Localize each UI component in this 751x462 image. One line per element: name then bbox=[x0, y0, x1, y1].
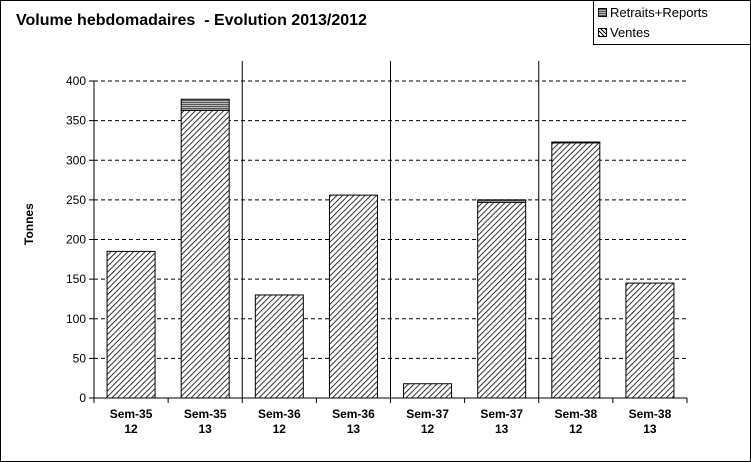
x-tick-label-week: Sem-38 bbox=[629, 407, 672, 421]
x-tick-label-week: Sem-35 bbox=[184, 407, 227, 421]
chart-title: Volume hebdomadaires - Evolution 2013/20… bbox=[16, 12, 367, 29]
x-tick-label-week: Sem-36 bbox=[332, 407, 375, 421]
x-tick-label-year: 13 bbox=[199, 422, 213, 436]
x-tick-label-week: Sem-35 bbox=[110, 407, 153, 421]
y-tick-label: 50 bbox=[73, 351, 87, 365]
x-tick-label-week: Sem-38 bbox=[554, 407, 597, 421]
y-tick-label: 250 bbox=[66, 193, 86, 207]
legend-swatch-retraits bbox=[598, 8, 607, 17]
bar-ventes bbox=[403, 383, 453, 399]
legend-item-ventes: Ventes bbox=[598, 25, 650, 40]
bar-retraits-reports bbox=[180, 98, 230, 111]
bar-ventes bbox=[328, 194, 378, 399]
x-tick-label-year: 13 bbox=[347, 422, 361, 436]
legend-item-retraits: Retraits+Reports bbox=[598, 5, 708, 20]
bar-ventes bbox=[625, 282, 675, 399]
x-tick-label-year: 13 bbox=[495, 422, 509, 436]
bar-ventes bbox=[477, 201, 527, 399]
bar-retraits-reports bbox=[477, 199, 527, 203]
x-tick-label-year: 12 bbox=[273, 422, 287, 436]
bar-ventes bbox=[106, 250, 156, 399]
x-tick-label-year: 12 bbox=[124, 422, 138, 436]
legend-label-retraits: Retraits+Reports bbox=[610, 5, 708, 20]
x-tick-label-year: 12 bbox=[569, 422, 583, 436]
y-tick-label: 150 bbox=[66, 272, 86, 286]
y-tick-label: 0 bbox=[79, 391, 86, 405]
y-tick-label: 350 bbox=[66, 114, 86, 128]
bar-ventes bbox=[180, 109, 230, 399]
x-tick-label-week: Sem-36 bbox=[258, 407, 301, 421]
bar-retraits-reports bbox=[551, 141, 601, 144]
x-tick-label-week: Sem-37 bbox=[480, 407, 523, 421]
legend-label-ventes: Ventes bbox=[610, 25, 650, 40]
y-tick-label: 300 bbox=[66, 153, 86, 167]
x-tick-label-year: 12 bbox=[421, 422, 435, 436]
y-tick-label: 400 bbox=[66, 74, 86, 88]
bar-ventes bbox=[254, 294, 304, 399]
x-tick-label-week: Sem-37 bbox=[406, 407, 449, 421]
chart-legend: Retraits+Reports Ventes bbox=[593, 0, 751, 45]
bar-ventes bbox=[551, 142, 601, 399]
legend-swatch-ventes bbox=[598, 28, 607, 37]
y-tick-label: 100 bbox=[66, 312, 86, 326]
x-tick-label-year: 13 bbox=[643, 422, 657, 436]
y-tick-label: 200 bbox=[66, 233, 86, 247]
